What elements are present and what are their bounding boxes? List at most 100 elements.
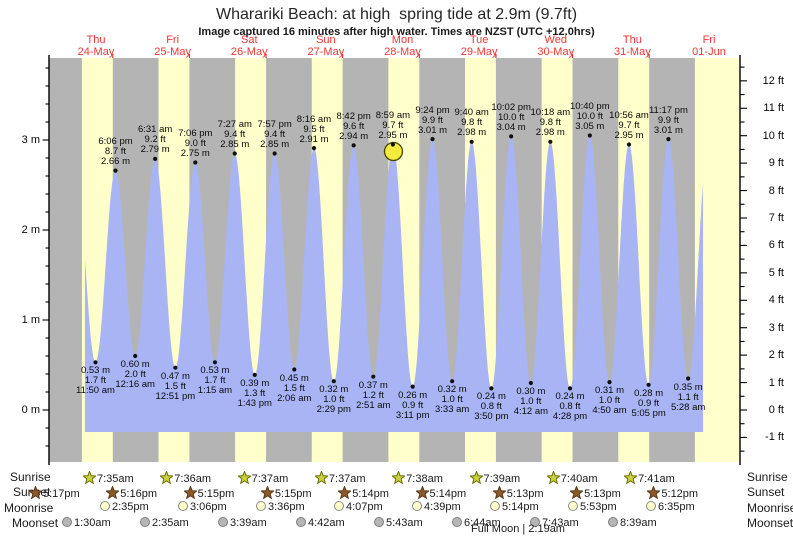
high-tide-label: 6:06 pm 8.7 ft 2.66 m <box>98 136 133 168</box>
high-tide-dot <box>232 151 237 156</box>
low-tide-label: 0.32 m 1.0 ft 3:33 am <box>434 384 470 416</box>
sunset-entry: 5:15pm <box>259 484 312 500</box>
high-tide-dot <box>587 133 592 138</box>
moonrise-row-label-left: Moonrise <box>4 500 54 515</box>
high-tide-dot <box>351 143 356 148</box>
low-tide-dot <box>646 382 651 387</box>
right-axis-label: 12 ft <box>762 74 784 87</box>
moonrise-icon <box>646 501 656 511</box>
moonrise-time: 4:07pm <box>346 501 383 513</box>
high-tide-dot <box>193 160 198 165</box>
high-tide-label: 8:42 pm 9.6 ft 2.94 m <box>336 110 371 142</box>
moonset-time: 7:43am <box>542 516 579 529</box>
sunrise-star-icon <box>82 469 97 484</box>
moonrise-entry: 2:35pm <box>100 501 149 513</box>
moonrise-entry: 3:36pm <box>256 501 305 513</box>
sunrise-time: 7:36am <box>174 472 211 485</box>
high-tide-dot <box>430 137 435 142</box>
sunrise-time: 7:39am <box>483 472 521 485</box>
high-tide-label: 8:59 am 9.7 ft 2.95 m <box>375 110 411 141</box>
sunrise-time: 7:35am <box>97 472 134 485</box>
high-tide-dot <box>113 168 118 173</box>
sunrise-row-label-left: Sunrise <box>10 470 51 484</box>
high-tide-dot <box>390 142 395 147</box>
moonrise-entry: 4:07pm <box>334 501 383 513</box>
low-tide-dot <box>292 367 297 372</box>
moonset-icon <box>296 516 306 527</box>
right-axis-label: 6 ft <box>768 239 784 252</box>
day-header: Sun 27-May <box>307 34 345 58</box>
day-header: Sat 26-May <box>230 34 268 58</box>
sunset-time: 5:17pm <box>43 487 80 500</box>
right-axis-label: 8 ft <box>768 184 784 197</box>
low-tide-dot <box>93 360 98 365</box>
sunset-entry: 5:13pm <box>491 484 544 500</box>
high-tide-label: 11:17 pm 9.9 ft 3.01 m <box>648 104 688 136</box>
high-tide-label: 7:27 am 9.4 ft 2.85 m <box>217 119 252 150</box>
moonset-row-label-left: Moonset <box>12 516 59 530</box>
sunrise-time: 7:38am <box>406 472 443 485</box>
sunset-star-icon <box>105 484 121 499</box>
moonset-time: 2:35am <box>152 516 189 529</box>
right-axis-label: 0 ft <box>768 404 784 416</box>
moonrise-icon <box>178 501 188 511</box>
high-tide-dot <box>153 156 158 161</box>
day-header: Thu 31-May <box>614 34 651 58</box>
moonset-time: 5:43am <box>386 516 423 529</box>
right-axis-label: 3 ft <box>768 321 784 334</box>
day-header: Thu 24-May <box>77 34 115 58</box>
low-tide-dot <box>607 380 612 385</box>
moonset-time: 6:44am <box>464 516 501 529</box>
sunrise-entry: 7:36am <box>159 469 211 485</box>
high-tide-label: 7:57 pm 9.4 ft 2.85 m <box>257 119 292 150</box>
low-tide-dot <box>133 353 138 359</box>
low-tide-dot <box>686 376 691 381</box>
moonset-time: 4:42am <box>308 516 345 529</box>
left-axis-label: 0 m <box>21 404 40 416</box>
sunrise-star-icon <box>623 469 639 484</box>
sunset-time: 5:16pm <box>120 487 157 500</box>
low-tide-dot <box>528 380 533 386</box>
sunrise-time: 7:40am <box>560 472 598 485</box>
high-tide-label: 8:16 am 9.5 ft 2.91 m <box>296 113 332 145</box>
sunrise-entry: 7:41am <box>623 469 675 485</box>
sunrise-entry: 7:37am <box>313 469 366 485</box>
sunrise-star-icon <box>468 469 484 484</box>
moonset-entry: 6:44am <box>452 516 501 529</box>
moonset-entry: 2:35am <box>140 516 189 529</box>
moonset-entry: 3:39am <box>218 516 267 529</box>
page-subtitle: Image captured 16 minutes after high wat… <box>198 26 595 38</box>
high-tide-label: 10:02 pm 10.0 ft 3.04 m <box>491 101 531 133</box>
sunset-entry: 5:14pm <box>414 484 467 500</box>
day-header: Fri 01-Jun <box>692 34 726 58</box>
moonrise-entry: 3:06pm <box>178 501 227 513</box>
low-tide-dot <box>450 379 455 384</box>
sunset-time: 5:13pm <box>506 487 544 500</box>
day-header: Mon 28-May <box>384 34 421 58</box>
moonrise-time: 5:53pm <box>580 501 617 513</box>
sunset-star-icon <box>646 484 662 499</box>
sunset-time: 5:14pm <box>429 487 467 500</box>
low-tide-label: 0.60 m 2.0 ft 12:16 am <box>115 359 155 390</box>
right-axis-label: 9 ft <box>768 157 784 170</box>
high-tide-dot <box>509 134 514 139</box>
moonrise-time: 5:14pm <box>502 501 539 513</box>
sunset-entry: 5:12pm <box>646 484 698 500</box>
low-tide-label: 0.30 m 1.0 ft 4:12 am <box>513 386 549 417</box>
moonrise-entry: 4:39pm <box>412 501 461 513</box>
high-tide-dot <box>272 151 277 156</box>
sunrise-star-icon <box>313 469 329 484</box>
sunrise-time: 7:37am <box>251 472 289 485</box>
high-tide-label: 10:56 am 9.7 ft 2.95 m <box>609 110 649 141</box>
moonset-icon <box>452 516 462 527</box>
right-axis-label: -1 ft <box>765 431 784 444</box>
sunset-star-icon <box>491 484 507 499</box>
high-tide-label: 7:06 pm 9.0 ft 2.75 m <box>178 128 213 159</box>
right-axis-label: 2 ft <box>768 349 784 362</box>
moonset-time: 1:30am <box>74 516 111 529</box>
sunset-entry: 5:15pm <box>182 484 234 500</box>
sunrise-time: 7:37am <box>328 472 366 485</box>
high-tide-dot <box>311 146 317 151</box>
day-header: Tue 29-May <box>460 34 498 58</box>
